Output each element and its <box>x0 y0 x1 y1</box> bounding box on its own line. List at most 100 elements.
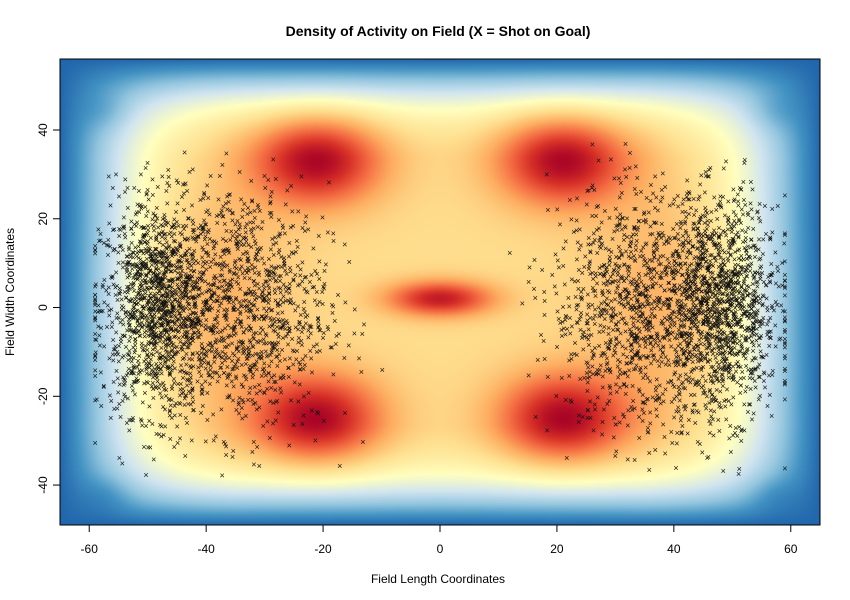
shot-marker: × <box>542 310 547 320</box>
shot-marker: × <box>633 162 638 172</box>
shot-marker: × <box>721 258 726 268</box>
shot-marker: × <box>175 246 180 256</box>
shot-marker: × <box>542 296 547 306</box>
shot-marker: × <box>752 268 757 278</box>
shot-marker: × <box>108 413 113 423</box>
shot-marker: × <box>159 280 164 290</box>
shot-marker: × <box>171 339 176 349</box>
shot-marker: × <box>533 412 538 422</box>
shot-marker: × <box>190 253 195 263</box>
shot-marker: × <box>309 405 314 415</box>
shot-marker: × <box>157 313 162 323</box>
shot-marker: × <box>770 204 775 214</box>
shot-marker: × <box>585 386 590 396</box>
shot-marker: × <box>186 292 191 302</box>
shot-marker: × <box>154 359 159 369</box>
shot-marker: × <box>306 326 311 336</box>
shot-marker: × <box>226 392 231 402</box>
shot-marker: × <box>782 229 787 239</box>
shot-marker: × <box>160 214 165 224</box>
shot-marker: × <box>172 350 177 360</box>
shot-marker: × <box>148 355 153 365</box>
shot-marker: × <box>189 321 194 331</box>
shot-marker: × <box>160 171 165 181</box>
shot-marker: × <box>722 227 727 237</box>
shot-marker: × <box>134 377 139 387</box>
shot-marker: × <box>159 276 164 286</box>
shot-marker: × <box>678 304 683 314</box>
shot-marker: × <box>685 264 690 274</box>
shot-marker: × <box>782 283 787 293</box>
shot-marker: × <box>251 312 256 322</box>
shot-marker: × <box>248 383 253 393</box>
shot-marker: × <box>151 256 156 266</box>
shot-marker: × <box>136 369 141 379</box>
shot-marker: × <box>750 373 755 383</box>
shot-marker: × <box>722 210 727 220</box>
shot-marker: × <box>670 438 675 448</box>
shot-marker: × <box>674 219 679 229</box>
shot-marker: × <box>736 232 741 242</box>
shot-marker: × <box>741 195 746 205</box>
shot-marker: × <box>185 263 190 273</box>
shot-marker: × <box>140 281 145 291</box>
shot-marker: × <box>135 316 140 326</box>
shot-marker: × <box>147 305 152 315</box>
shot-marker: × <box>169 341 174 351</box>
shot-marker: × <box>122 222 127 232</box>
shot-marker: × <box>563 311 568 321</box>
shot-marker: × <box>628 340 633 350</box>
shot-marker: × <box>138 200 143 210</box>
shot-marker: × <box>158 295 163 305</box>
shot-marker: × <box>150 378 155 388</box>
shot-marker: × <box>246 257 251 267</box>
shot-marker: × <box>160 275 165 285</box>
shot-marker: × <box>229 356 234 366</box>
shot-marker: × <box>154 260 159 270</box>
shot-marker: × <box>207 303 212 313</box>
shot-marker: × <box>296 206 301 216</box>
shot-marker: × <box>775 262 780 272</box>
shot-marker: × <box>183 303 188 313</box>
shot-marker: × <box>151 350 156 360</box>
shot-marker: × <box>272 343 277 353</box>
shot-marker: × <box>143 341 148 351</box>
shot-marker: × <box>220 282 225 292</box>
shot-marker: × <box>204 248 209 258</box>
shot-marker: × <box>705 453 710 463</box>
shot-marker: × <box>697 192 702 202</box>
shot-marker: × <box>266 271 271 281</box>
shot-marker: × <box>185 256 190 266</box>
shot-marker: × <box>137 283 142 293</box>
shot-marker: × <box>189 436 194 446</box>
shot-marker: × <box>576 284 581 294</box>
shot-marker: × <box>181 339 186 349</box>
shot-marker: × <box>220 212 225 222</box>
shot-marker: × <box>217 351 222 361</box>
shot-marker: × <box>587 396 592 406</box>
shot-marker: × <box>665 331 670 341</box>
shot-marker: × <box>218 259 223 269</box>
shot-marker: × <box>163 267 168 277</box>
shot-marker: × <box>590 268 595 278</box>
shot-marker: × <box>306 388 311 398</box>
shot-marker: × <box>149 369 154 379</box>
shot-marker: × <box>179 277 184 287</box>
shot-marker: × <box>572 349 577 359</box>
shot-marker: × <box>651 218 656 228</box>
shot-marker: × <box>176 256 181 266</box>
shot-marker: × <box>613 252 618 262</box>
shot-marker: × <box>600 417 605 427</box>
shot-marker: × <box>773 297 778 307</box>
shot-marker: × <box>563 395 568 405</box>
shot-marker: × <box>177 286 182 296</box>
shot-marker: × <box>124 293 129 303</box>
shot-marker: × <box>684 353 689 363</box>
shot-marker: × <box>158 364 163 374</box>
shot-marker: × <box>163 288 168 298</box>
shot-marker: × <box>172 288 177 298</box>
shot-marker: × <box>651 248 656 258</box>
shot-marker: × <box>268 313 273 323</box>
shot-marker: × <box>222 439 227 449</box>
